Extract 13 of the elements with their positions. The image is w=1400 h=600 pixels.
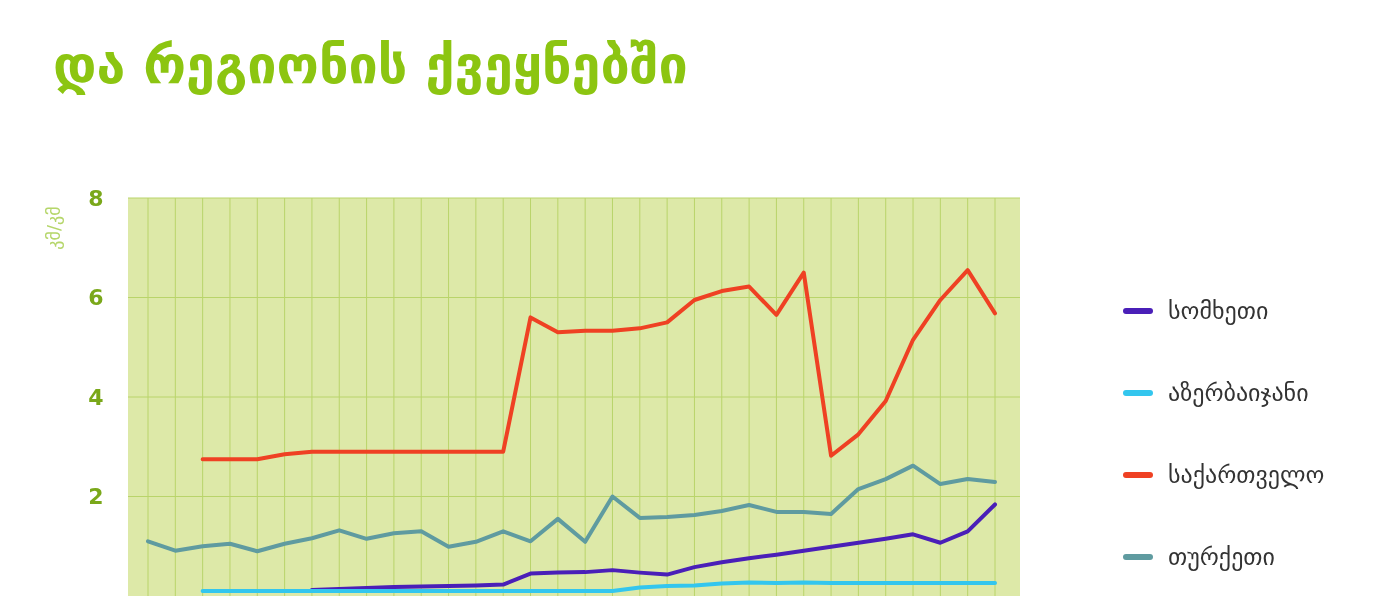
chart-title: და რეგიონის ქვეყნებში <box>53 35 688 95</box>
y-tick-label: 4 <box>88 384 104 410</box>
legend-label: თურქეთი <box>1168 543 1275 572</box>
legend-label: სომხეთი <box>1168 297 1269 326</box>
y-tick-label: 8 <box>88 185 104 211</box>
y-tick-label: 2 <box>88 484 104 510</box>
y-axis-title: კმ/კმ <box>43 206 64 250</box>
legend-label: აზერბაიჯანი <box>1168 379 1309 408</box>
line-series <box>200 268 997 462</box>
legend-label: საქართველო <box>1168 461 1325 490</box>
y-tick-label: 6 <box>88 285 104 311</box>
line-series <box>200 580 997 594</box>
line-series <box>146 463 997 554</box>
